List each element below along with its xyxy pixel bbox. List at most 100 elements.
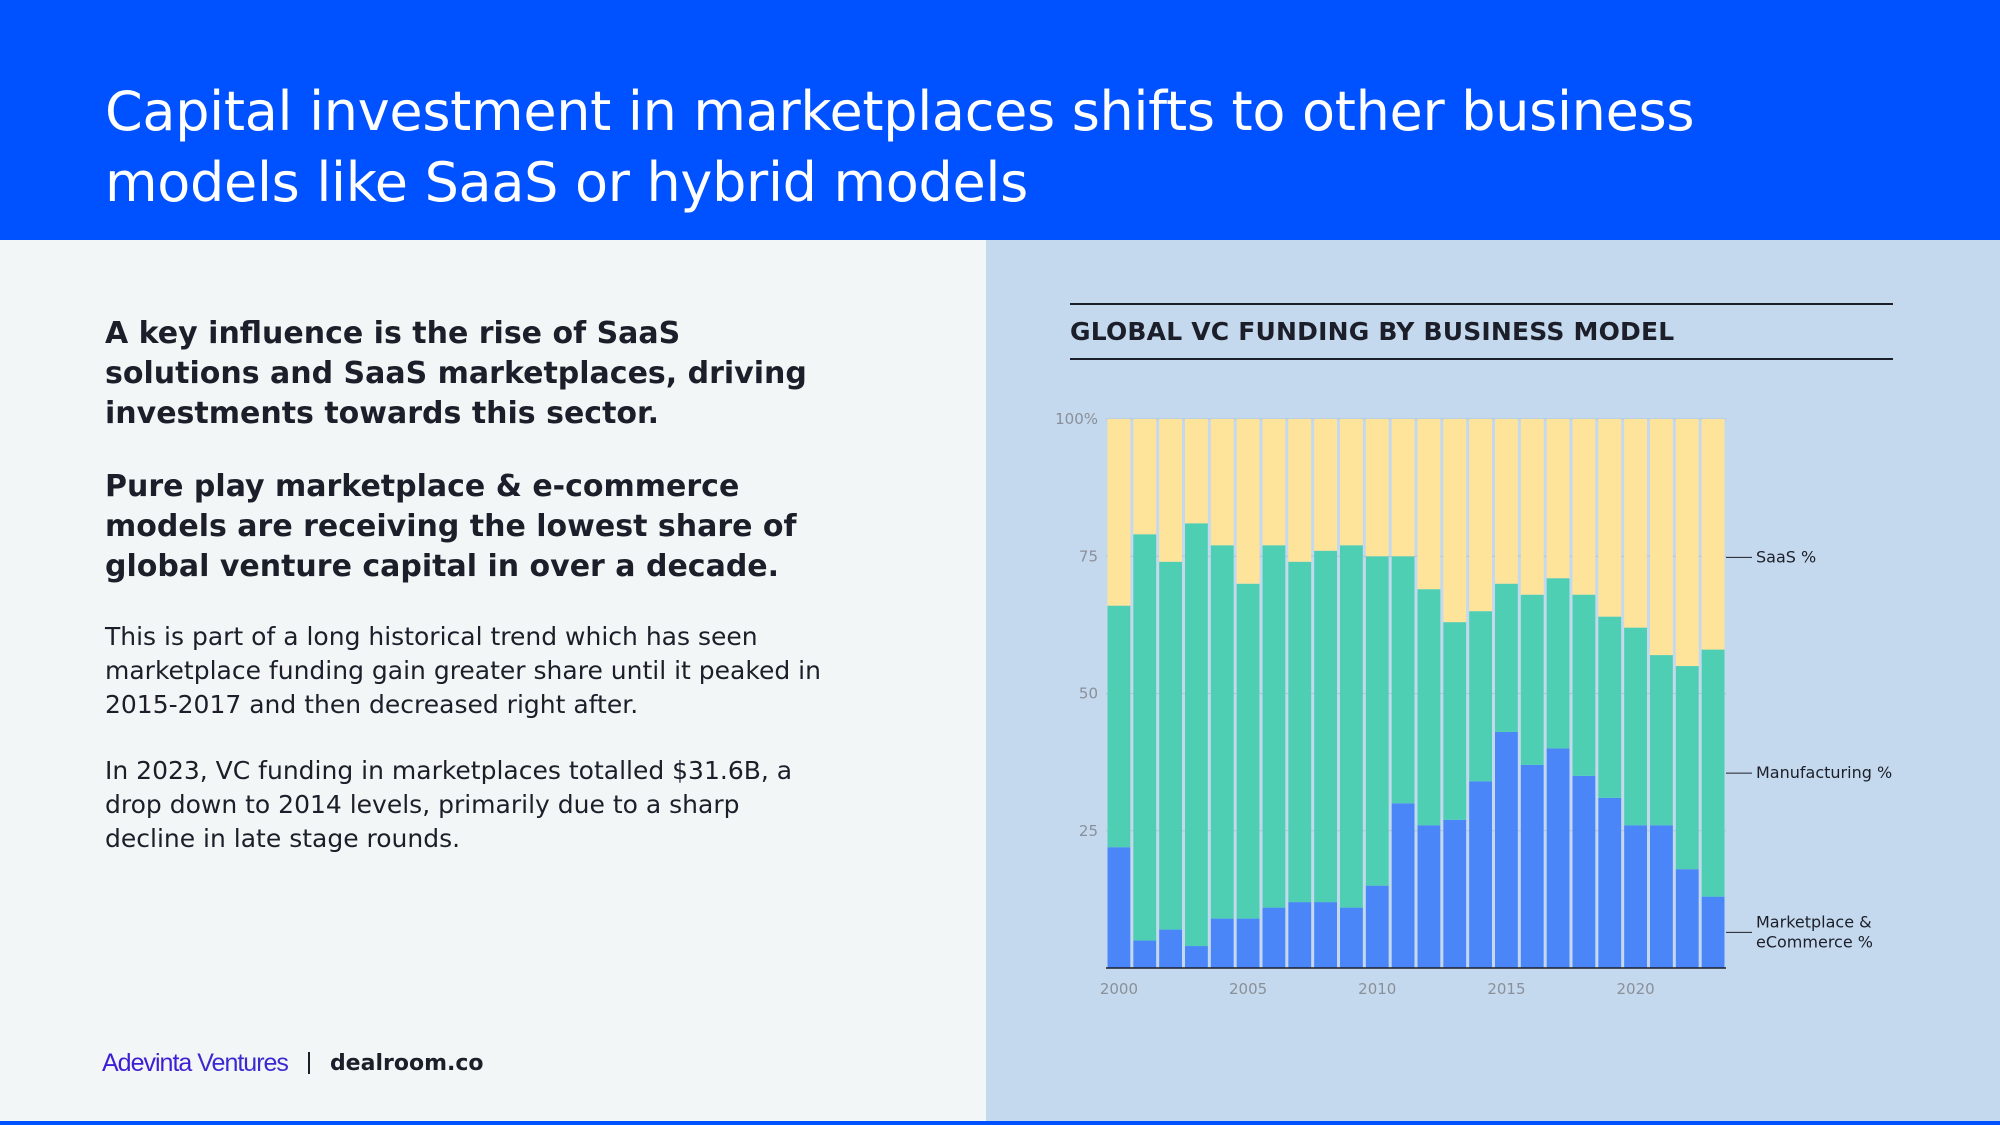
bar-segment-saas — [1236, 419, 1260, 584]
bar-segment-marketplace-ecommerce — [1495, 731, 1518, 968]
bar-segment-saas — [1443, 419, 1467, 623]
bar-segment-manufacturing — [1236, 583, 1260, 919]
bar-segment-manufacturing — [1443, 622, 1467, 820]
bar-segment-manufacturing — [1417, 589, 1441, 826]
bar-segment-manufacturing — [1185, 523, 1208, 947]
bar-segment-manufacturing — [1520, 594, 1544, 765]
bar-segment-saas — [1572, 419, 1596, 595]
bar-segment-saas — [1314, 419, 1337, 551]
bar-segment-marketplace-ecommerce — [1210, 918, 1234, 968]
bar-segment-marketplace-ecommerce — [1572, 775, 1596, 968]
y-tick-label: 25 — [1079, 822, 1098, 840]
lead-paragraph-marketplace: Pure play marketplace & e-commerce model… — [105, 469, 797, 584]
bar-segment-manufacturing — [1314, 550, 1337, 903]
x-tick-label: 2005 — [1229, 980, 1267, 998]
bar-segment-marketplace-ecommerce — [1469, 781, 1492, 968]
bar-segment-saas — [1417, 419, 1441, 590]
bar-segment-saas — [1650, 419, 1673, 656]
body-paragraph-2023: In 2023, VC funding in marketplaces tota… — [105, 756, 793, 853]
bar-segment-manufacturing — [1210, 545, 1234, 919]
bar-segment-manufacturing — [1650, 655, 1673, 826]
bar-segment-marketplace-ecommerce — [1314, 902, 1337, 968]
bar-segment-saas — [1159, 419, 1182, 562]
adevinta-ventures-logo: Adevinta Ventures — [102, 1048, 289, 1078]
page-title: Capital investment in marketplaces shift… — [105, 80, 1695, 214]
adevinta-logo-strong: Adevinta — [102, 1048, 192, 1077]
bar-segment-marketplace-ecommerce — [1701, 896, 1725, 968]
legend-label: Marketplace & eCommerce % — [1756, 912, 1873, 951]
bar-segment-marketplace-ecommerce — [1133, 940, 1157, 968]
adevinta-logo-light: Ventures — [191, 1048, 289, 1077]
bar-segment-saas — [1365, 419, 1389, 557]
bar-segment-manufacturing — [1391, 556, 1415, 804]
bar-segment-marketplace-ecommerce — [1624, 825, 1647, 968]
bar-segment-marketplace-ecommerce — [1443, 819, 1467, 968]
lead-paragraph-saas: A key influence is the rise of SaaS solu… — [105, 316, 807, 431]
bar-segment-saas — [1391, 419, 1415, 557]
y-tick-label: 100% — [1055, 410, 1098, 428]
bar-segment-marketplace-ecommerce — [1650, 825, 1673, 968]
body-paragraph-trend: This is part of a long historical trend … — [105, 622, 821, 719]
bar-segment-manufacturing — [1546, 578, 1570, 749]
bar-segment-saas — [1210, 419, 1234, 546]
bar-segment-saas — [1520, 419, 1544, 595]
bar-segment-marketplace-ecommerce — [1546, 748, 1570, 968]
bar-segment-saas — [1469, 419, 1492, 612]
bar-segment-saas — [1262, 419, 1286, 546]
bar-segment-saas — [1107, 419, 1131, 606]
bar-segment-marketplace-ecommerce — [1340, 907, 1363, 968]
bar-segment-saas — [1288, 419, 1312, 562]
bar-segment-marketplace-ecommerce — [1391, 803, 1415, 968]
bar-segment-saas — [1133, 419, 1157, 535]
bar-segment-manufacturing — [1701, 649, 1725, 897]
bar-segment-saas — [1546, 419, 1570, 579]
footer-logos: Adevinta Ventures dealroom.co — [102, 1046, 484, 1080]
x-tick-label: 2000 — [1100, 980, 1138, 998]
bar-segment-marketplace-ecommerce — [1598, 797, 1622, 968]
header-banner: Capital investment in marketplaces shift… — [0, 0, 2000, 240]
bar-segment-marketplace-ecommerce — [1520, 764, 1544, 968]
y-tick-label: 75 — [1079, 547, 1098, 565]
x-tick-label: 2010 — [1358, 980, 1396, 998]
bar-segment-saas — [1624, 419, 1647, 628]
bar-segment-manufacturing — [1365, 556, 1389, 886]
stacked-bar-chart: 100% 75 50 25 2000 2005 2010 2015 2020 Marketplac… — [1055, 410, 1892, 998]
bar-segment-saas — [1495, 419, 1518, 584]
bar-segment-manufacturing — [1495, 583, 1518, 732]
bar-segment-manufacturing — [1469, 611, 1492, 782]
bar-segment-marketplace-ecommerce — [1675, 869, 1699, 968]
bar-segment-manufacturing — [1107, 605, 1131, 848]
bar-segment-manufacturing — [1675, 666, 1699, 870]
chart-title-frame: GLOBAL VC FUNDING BY BUSINESS MODEL — [1070, 303, 1893, 360]
bar-segment-manufacturing — [1133, 534, 1157, 941]
bar-segment-marketplace-ecommerce — [1288, 902, 1312, 968]
left-panel — [0, 240, 986, 1121]
bar-segment-manufacturing — [1288, 561, 1312, 903]
bar-segment-saas — [1675, 419, 1699, 667]
bar-segment-saas — [1598, 419, 1622, 617]
bar-segment-marketplace-ecommerce — [1107, 847, 1131, 968]
bar-segment-manufacturing — [1340, 545, 1363, 908]
dealroom-logo: dealroom.co — [329, 1050, 484, 1076]
bar-segment-saas — [1185, 419, 1208, 524]
bar-segment-marketplace-ecommerce — [1236, 918, 1260, 968]
chart-title: GLOBAL VC FUNDING BY BUSINESS MODEL — [1070, 317, 1675, 346]
bottom-accent-line — [0, 1121, 2000, 1125]
bar-segment-manufacturing — [1572, 594, 1596, 776]
bar-segment-marketplace-ecommerce — [1262, 907, 1286, 968]
x-tick-label: 2015 — [1487, 980, 1525, 998]
bar-segment-manufacturing — [1624, 627, 1647, 826]
legend-label: SaaS % — [1756, 547, 1816, 566]
bar-segment-manufacturing — [1159, 561, 1182, 930]
bar-segment-marketplace-ecommerce — [1185, 946, 1208, 968]
bar-segment-marketplace-ecommerce — [1159, 929, 1182, 968]
bar-segment-marketplace-ecommerce — [1365, 885, 1389, 968]
legend-label: Manufacturing % — [1756, 763, 1892, 782]
x-tick-label: 2020 — [1616, 980, 1654, 998]
y-tick-label: 50 — [1079, 685, 1098, 703]
bar-segment-saas — [1340, 419, 1363, 546]
bar-segment-manufacturing — [1262, 545, 1286, 908]
bar-segment-marketplace-ecommerce — [1417, 825, 1441, 968]
bar-segment-manufacturing — [1598, 616, 1622, 798]
bar-segment-saas — [1701, 419, 1725, 650]
